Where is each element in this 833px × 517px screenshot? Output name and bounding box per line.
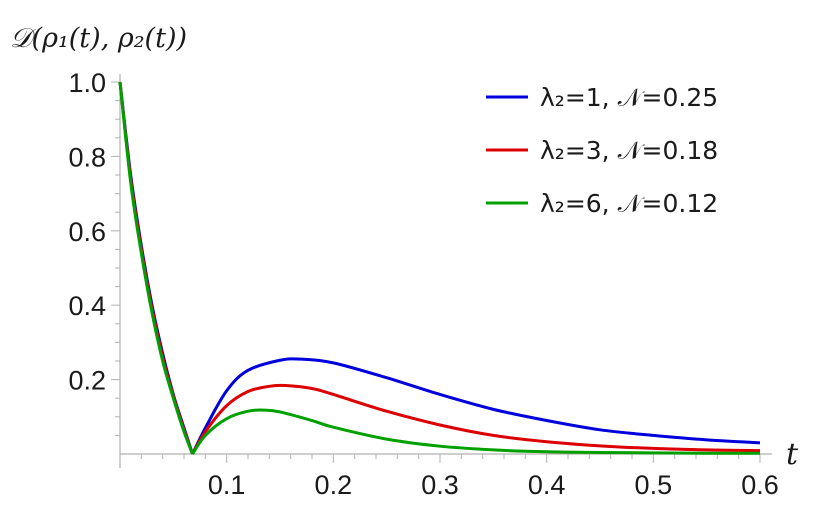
- y-tick-label: 1.0: [68, 68, 106, 98]
- series-line-3: [118, 81, 761, 455]
- y-tick-label: 0.4: [68, 291, 106, 321]
- y-tick-label: 0.2: [68, 366, 106, 396]
- x-tick-label: 0.2: [315, 470, 353, 500]
- y-axis-label: 𝒟(ρ₁(t), ρ₂(t)): [10, 23, 187, 54]
- x-tick-label: 0.4: [528, 470, 566, 500]
- y-tick-label: 0.8: [68, 142, 106, 172]
- x-tick-label: 0.6: [741, 470, 779, 500]
- ticks: 0.1 0.2 0.3 0.4 0.5 0.6 0.2 0.4 0.6 0.8 1.0: [68, 68, 778, 500]
- x-tick-label: 0.3: [421, 470, 459, 500]
- legend-label-2: λ₂=3, 𝒩=0.18: [540, 136, 718, 165]
- x-axis-label: t: [786, 437, 799, 472]
- legend-label-3: λ₂=6, 𝒩=0.12: [540, 189, 718, 218]
- x-tick-label: 0.1: [208, 470, 246, 500]
- axes: [119, 74, 772, 468]
- x-tick-label: 0.5: [635, 470, 673, 500]
- legend-label-1: λ₂=1, 𝒩=0.25: [540, 83, 718, 112]
- series-group: [118, 81, 761, 455]
- legend: λ₂=1, 𝒩=0.25 λ₂=3, 𝒩=0.18 λ₂=6, 𝒩=0.12: [486, 83, 718, 218]
- y-tick-label: 0.6: [68, 217, 106, 247]
